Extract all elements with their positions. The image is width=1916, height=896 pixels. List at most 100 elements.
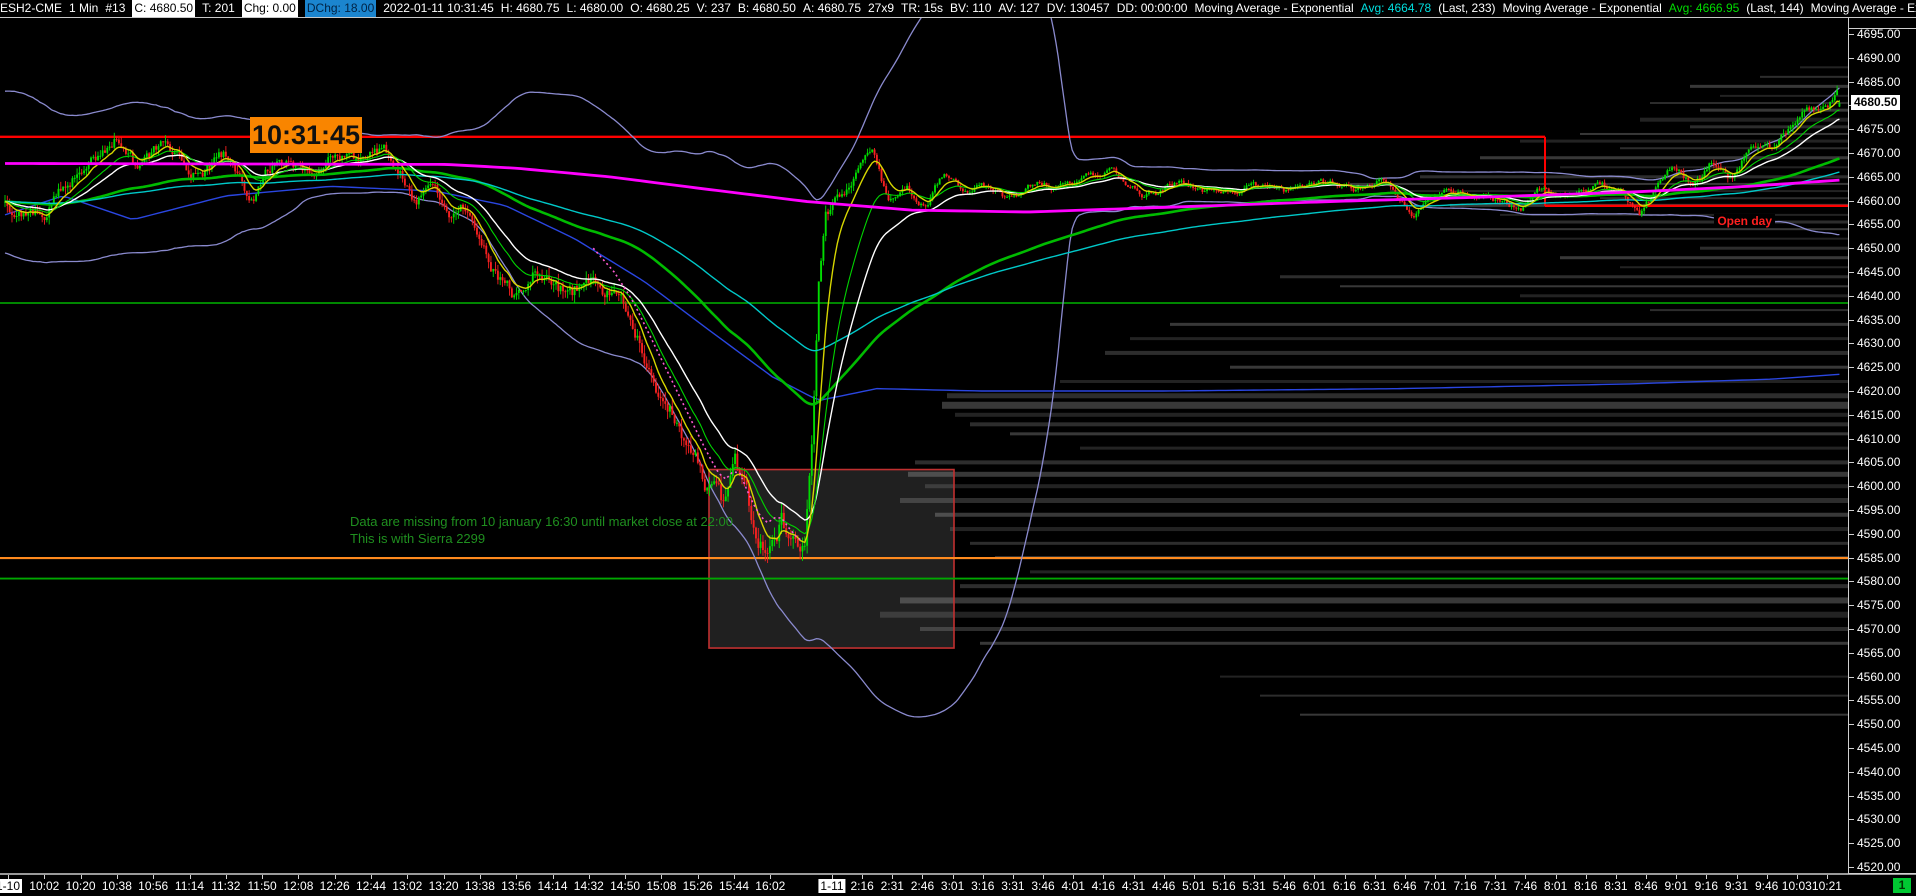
price-tick xyxy=(1849,391,1854,392)
price-tick xyxy=(1849,533,1854,535)
data-line-field: B: 4680.50 xyxy=(737,1,796,15)
price-tick xyxy=(1849,438,1854,440)
time-tick xyxy=(334,875,336,879)
time-tick xyxy=(1223,875,1225,879)
time-tick xyxy=(153,875,155,879)
time-tick-label: 13:38 xyxy=(464,879,495,893)
time-tick-label: 6:31 xyxy=(1363,879,1387,893)
price-tick-label: 4530.00 xyxy=(1857,812,1901,827)
time-tick-label: 4:31 xyxy=(1121,879,1146,893)
time-tick-label: 7:31 xyxy=(1483,879,1507,893)
time-tick-label: 9:46 xyxy=(1754,879,1779,893)
time-tick xyxy=(982,875,984,879)
price-tick xyxy=(1849,771,1854,773)
data-line-field: V: 237 xyxy=(696,1,731,15)
chart-region[interactable]: 10:31:45 Data are missing from 10 januar… xyxy=(0,18,1848,874)
time-tick xyxy=(1676,875,1678,879)
price-tick xyxy=(1849,343,1854,345)
time-tick-label: 14:14 xyxy=(537,879,568,893)
time-tick-label: 7:01 xyxy=(1423,879,1447,893)
price-tick-label: 4625.00 xyxy=(1857,360,1901,375)
time-tick xyxy=(80,875,82,879)
time-tick-label: 12:08 xyxy=(283,879,314,893)
data-line-field: Moving Average - Exponential xyxy=(1810,1,1916,15)
price-tick xyxy=(1849,295,1854,297)
time-tick xyxy=(1103,875,1105,879)
price-tick-label: 4620.00 xyxy=(1857,384,1901,398)
time-tick-label: 8:16 xyxy=(1574,879,1598,893)
price-tick xyxy=(1849,81,1854,83)
time-tick xyxy=(443,875,445,879)
time-tick xyxy=(892,875,894,879)
data-line-field: BV: 110 xyxy=(950,1,992,15)
time-tick-label: 10:38 xyxy=(101,879,132,893)
data-line-field: A: 4680.75 xyxy=(802,1,861,15)
chartbook-page-indicator[interactable]: 1 xyxy=(1893,878,1911,893)
data-line-field: T: 201 xyxy=(202,1,235,15)
data-line-field: Avg: 4664.78 xyxy=(1360,1,1432,15)
time-tick xyxy=(1555,875,1557,879)
note-line-2: This is with Sierra 2299 xyxy=(350,531,486,546)
price-tick xyxy=(1849,581,1854,583)
price-tick xyxy=(1849,819,1854,821)
time-tick xyxy=(1163,875,1165,879)
time-tick-label: 10:56 xyxy=(138,879,169,893)
time-tick-label: 2:31 xyxy=(880,879,904,893)
data-line-field: 1 Min xyxy=(69,1,99,15)
time-tick-label: 11:50 xyxy=(247,879,277,893)
time-tick xyxy=(1012,875,1014,879)
blue-slow-ma-line xyxy=(4,185,1840,401)
time-tick xyxy=(862,875,864,879)
data-line-field: DV: 130457 xyxy=(1046,1,1110,15)
time-tick xyxy=(552,875,554,879)
price-tick-label: 4665.00 xyxy=(1857,169,1901,184)
open-day-label: Open day xyxy=(1714,214,1775,228)
time-tick-label: 14:32 xyxy=(573,879,604,893)
time-tick xyxy=(661,875,663,879)
price-tick xyxy=(1849,367,1854,369)
time-axis[interactable]: 1-10 10:02 10:20 10:38 10:56 11:14 11:32 11:50 1… xyxy=(0,874,1916,896)
time-tick xyxy=(116,875,118,879)
price-tick-label: 4670.00 xyxy=(1857,146,1901,160)
ema-9-line xyxy=(4,100,1840,544)
time-tick xyxy=(1404,875,1406,879)
price-axis[interactable]: 4695.004690.004685.004680.004675.004670.… xyxy=(1848,18,1916,874)
price-tick xyxy=(1849,272,1854,273)
time-tick xyxy=(1073,875,1075,879)
data-line-field: (Last, 233) xyxy=(1438,1,1496,15)
clock-annotation: 10:31:45 xyxy=(250,117,362,153)
ema-144-line xyxy=(4,157,1840,406)
data-line-field: #13 xyxy=(105,1,126,15)
price-tick xyxy=(1849,414,1854,416)
time-tick xyxy=(1254,875,1256,879)
price-tick-label: 4635.00 xyxy=(1857,312,1901,327)
time-tick-label: 10:20 xyxy=(65,879,96,893)
price-tick xyxy=(1849,153,1854,154)
price-tick-label: 4560.00 xyxy=(1857,669,1901,684)
time-tick-label: 3:01 xyxy=(940,879,965,893)
time-tick xyxy=(1615,875,1617,879)
price-tick-label: 4565.00 xyxy=(1857,645,1901,660)
time-tick-label: 3:31 xyxy=(1001,879,1025,893)
time-tick xyxy=(479,875,481,879)
time-tick-label: 8:01 xyxy=(1543,879,1568,893)
time-tick-label: 2:16 xyxy=(850,879,874,893)
data-line: ESH2-CME 1 Min #13 C: 4680.50 T: 201 Chg: 0.0… xyxy=(0,0,1916,18)
time-tick-label: 6:46 xyxy=(1393,879,1417,893)
candlestick-chart[interactable] xyxy=(0,18,1848,874)
time-tick xyxy=(225,875,227,879)
time-tick xyxy=(407,875,409,879)
data-line-field: DChg: 18.00 xyxy=(304,0,377,17)
price-tick-label: 4610.00 xyxy=(1857,431,1901,446)
time-tick xyxy=(1796,875,1798,879)
price-tick-label: 4575.00 xyxy=(1857,598,1901,613)
time-tick xyxy=(1133,875,1135,879)
price-tick-label: 4540.00 xyxy=(1857,764,1901,779)
note-annotation: Data are missing from 10 january 16:30 u… xyxy=(350,513,733,547)
time-tick xyxy=(371,875,372,879)
time-tick-label: 12:26 xyxy=(319,879,350,893)
price-tick-label: 4655.00 xyxy=(1857,217,1901,232)
time-tick-label: 10:21 xyxy=(1811,879,1842,893)
price-tick-label: 4645.00 xyxy=(1857,265,1901,279)
